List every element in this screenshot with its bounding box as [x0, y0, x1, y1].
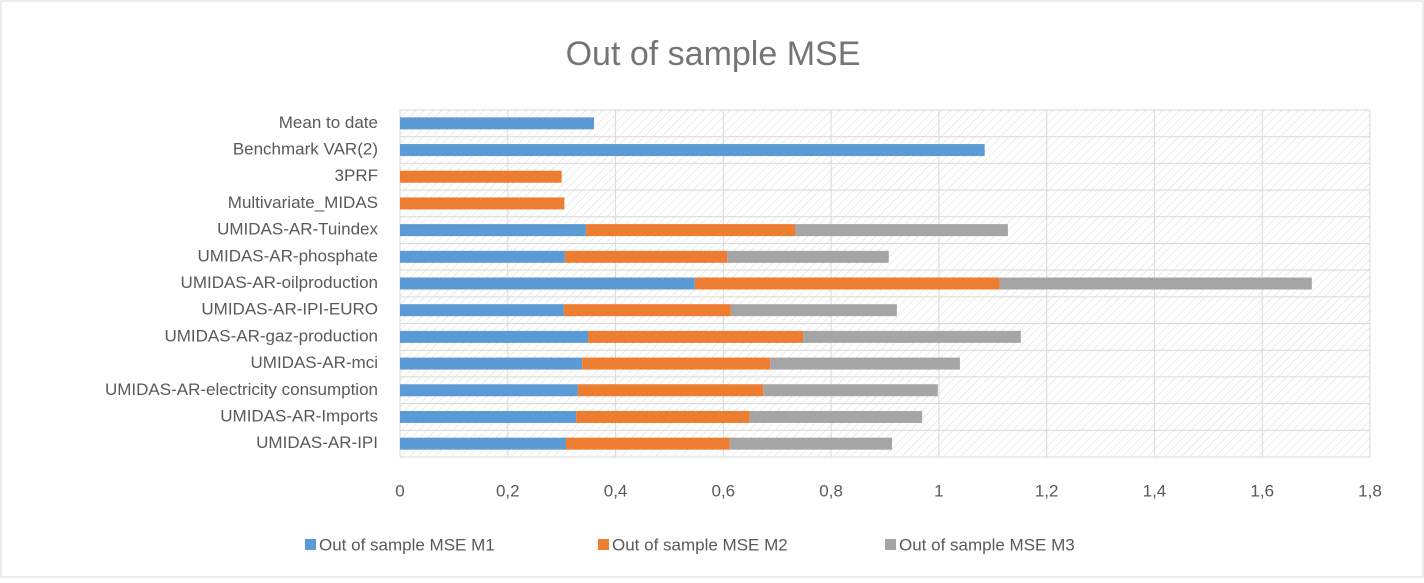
- x-tick-label: 1,6: [1250, 481, 1274, 500]
- bar: [763, 384, 938, 397]
- x-tick-label: 0,6: [712, 481, 736, 500]
- chart-title: Out of sample MSE: [566, 35, 861, 73]
- bar: [400, 410, 577, 423]
- bar: [803, 330, 1021, 343]
- y-tick-label: UMIDAS-AR-electricity consumption: [105, 380, 378, 399]
- legend-swatch: [305, 539, 316, 550]
- y-tick-label: Multivariate_MIDAS: [228, 193, 378, 212]
- x-tick-label: 1,4: [1143, 481, 1167, 500]
- legend-swatch: [598, 539, 609, 550]
- bar: [565, 437, 730, 450]
- y-tick-label: UMIDAS-AR-mci: [251, 353, 379, 372]
- bar: [588, 330, 804, 343]
- bar: [564, 250, 728, 263]
- x-tick-label: 0,4: [604, 481, 628, 500]
- x-tick-label: 0,8: [819, 481, 843, 500]
- bar: [694, 277, 1000, 290]
- y-tick-label: UMIDAS-AR-gaz-production: [164, 326, 378, 345]
- bar: [400, 357, 583, 370]
- bar: [400, 330, 589, 343]
- bar: [577, 384, 764, 397]
- bar: [563, 304, 731, 317]
- bar: [400, 224, 586, 237]
- y-tick-label: Mean to date: [279, 113, 378, 132]
- bar: [582, 357, 771, 370]
- bar: [400, 277, 695, 290]
- y-tick-label: UMIDAS-AR-phosphate: [198, 246, 378, 265]
- legend-swatch: [885, 539, 896, 550]
- bar: [730, 304, 897, 317]
- legend-label: Out of sample MSE M1: [319, 535, 495, 554]
- bar: [729, 437, 893, 450]
- legend-label: Out of sample MSE M2: [612, 535, 788, 554]
- x-tick-label: 0: [395, 481, 404, 500]
- bar: [400, 144, 985, 157]
- y-tick-label: UMIDAS-AR-Imports: [220, 406, 378, 425]
- y-tick-label: Benchmark VAR(2): [233, 140, 378, 159]
- bar: [576, 410, 750, 423]
- bar: [795, 224, 1008, 237]
- x-tick-label: 1: [934, 481, 943, 500]
- bar: [400, 437, 566, 450]
- y-tick-label: UMIDAS-AR-IPI-EURO: [201, 300, 378, 319]
- bar: [400, 170, 562, 183]
- bar: [727, 250, 889, 263]
- bar: [400, 384, 578, 397]
- x-tick-label: 0,2: [496, 481, 520, 500]
- y-tick-label: UMIDAS-AR-IPI: [256, 433, 378, 452]
- bar: [749, 410, 923, 423]
- x-tick-label: 1,8: [1358, 481, 1382, 500]
- y-tick-label: UMIDAS-AR-Tuindex: [217, 220, 378, 239]
- legend-label: Out of sample MSE M3: [899, 535, 1075, 554]
- bar: [999, 277, 1312, 290]
- bar: [400, 197, 565, 210]
- bar: [400, 304, 564, 317]
- bar: [585, 224, 796, 237]
- bar: [400, 117, 594, 130]
- x-tick-label: 1,2: [1035, 481, 1059, 500]
- y-tick-label: 3PRF: [335, 166, 378, 185]
- bar: [400, 250, 565, 263]
- bar: [770, 357, 960, 370]
- y-tick-label: UMIDAS-AR-oilproduction: [181, 273, 378, 292]
